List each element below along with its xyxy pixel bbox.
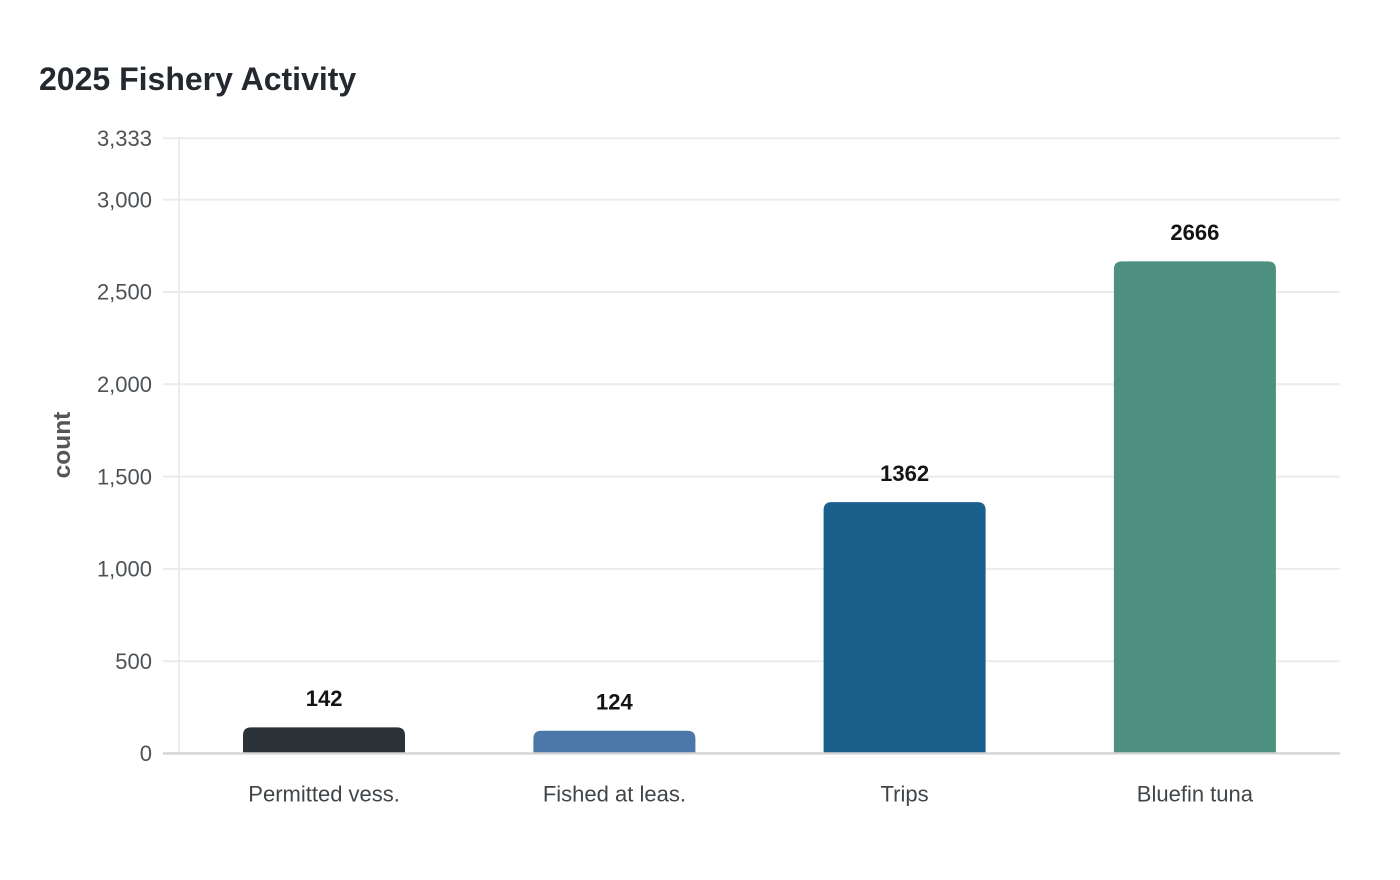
svg-text:2025 Fishery Activity: 2025 Fishery Activity [39, 61, 356, 97]
svg-text:3,000: 3,000 [97, 187, 152, 212]
svg-text:500: 500 [115, 649, 152, 674]
svg-text:142: 142 [306, 686, 343, 711]
svg-text:Fished at leas.: Fished at leas. [543, 781, 686, 806]
svg-text:Bluefin tuna: Bluefin tuna [1137, 781, 1254, 806]
svg-text:124: 124 [596, 689, 633, 714]
svg-text:0: 0 [140, 741, 152, 766]
svg-text:2,000: 2,000 [97, 372, 152, 397]
svg-text:3,333: 3,333 [97, 126, 152, 151]
svg-text:1,000: 1,000 [97, 557, 152, 582]
svg-text:1,500: 1,500 [97, 464, 152, 489]
svg-text:2666: 2666 [1170, 220, 1219, 245]
svg-text:Trips: Trips [881, 781, 929, 806]
svg-text:count: count [49, 412, 76, 479]
svg-text:Permitted vess.: Permitted vess. [248, 781, 400, 806]
svg-text:1362: 1362 [880, 461, 929, 486]
svg-text:2,500: 2,500 [97, 280, 152, 305]
